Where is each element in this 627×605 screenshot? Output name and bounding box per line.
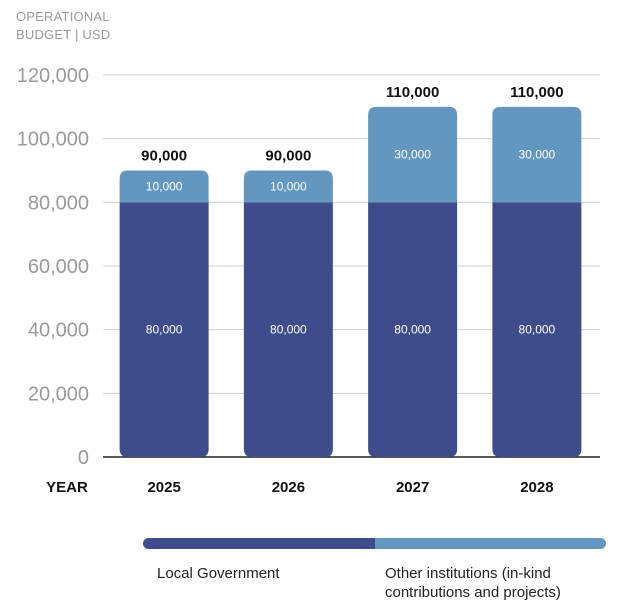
legend-label-other-institutions: Other institutions (in-kind contribution… bbox=[385, 564, 561, 602]
legend-swatch-other-institutions bbox=[374, 538, 606, 549]
legend-label-other-line-1: Other institutions (in-kind bbox=[385, 565, 551, 582]
x-tick-label: 2027 bbox=[396, 479, 429, 496]
y-tick-label: 100,000 bbox=[17, 129, 89, 151]
y-tick-label: 40,000 bbox=[28, 320, 89, 342]
x-axis-title: YEAR bbox=[46, 479, 88, 496]
bar-local-government bbox=[243, 202, 333, 457]
y-axis-title-line-1: OPERATIONAL bbox=[16, 9, 110, 24]
y-tick-label: 20,000 bbox=[28, 383, 89, 405]
data-label-other-institutions: 30,000 bbox=[394, 148, 431, 162]
data-label-local-government: 80,000 bbox=[394, 323, 431, 337]
x-tick-label: 2025 bbox=[147, 479, 180, 496]
y-tick-label: 120,000 bbox=[17, 65, 89, 87]
total-label: 90,000 bbox=[265, 148, 311, 165]
y-axis-title: OPERATIONAL BUDGET | USD bbox=[16, 8, 110, 44]
y-tick-label: 60,000 bbox=[28, 256, 89, 278]
total-label: 90,000 bbox=[141, 148, 187, 165]
data-label-other-institutions: 10,000 bbox=[146, 179, 183, 193]
y-axis-title-line-2: BUDGET | USD bbox=[16, 27, 111, 42]
data-label-local-government: 80,000 bbox=[270, 323, 307, 337]
data-label-other-institutions: 10,000 bbox=[270, 179, 307, 193]
data-label-local-government: 80,000 bbox=[146, 323, 183, 337]
bar-other-institutions bbox=[119, 170, 209, 203]
total-label: 110,000 bbox=[386, 84, 439, 101]
legend-label-other-line-2: contributions and projects) bbox=[385, 584, 561, 601]
data-label-local-government: 80,000 bbox=[519, 323, 556, 337]
legend-color-bar bbox=[143, 538, 606, 549]
bar-other-institutions bbox=[492, 106, 582, 203]
bar-local-government bbox=[119, 202, 209, 457]
bar-local-government bbox=[492, 202, 582, 457]
y-tick-label: 80,000 bbox=[28, 192, 89, 214]
y-tick-label: 0 bbox=[78, 447, 89, 469]
bar-other-institutions bbox=[368, 106, 458, 203]
data-label-other-institutions: 30,000 bbox=[519, 148, 556, 162]
x-tick-label: 2026 bbox=[272, 479, 305, 496]
x-tick-label: 2028 bbox=[520, 479, 553, 496]
stacked-bar-chart: 0 20,000 40,000 60,000 80,000 100,000 120,000 Y… bbox=[17, 65, 600, 496]
bar-local-government bbox=[368, 202, 458, 457]
legend-swatch-local-government bbox=[143, 538, 375, 549]
legend-label-local-government: Local Government bbox=[157, 565, 280, 582]
bar-other-institutions bbox=[243, 170, 333, 203]
total-label: 110,000 bbox=[510, 84, 563, 101]
